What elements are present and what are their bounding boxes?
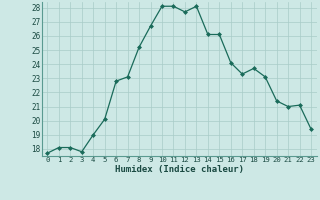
X-axis label: Humidex (Indice chaleur): Humidex (Indice chaleur) — [115, 165, 244, 174]
